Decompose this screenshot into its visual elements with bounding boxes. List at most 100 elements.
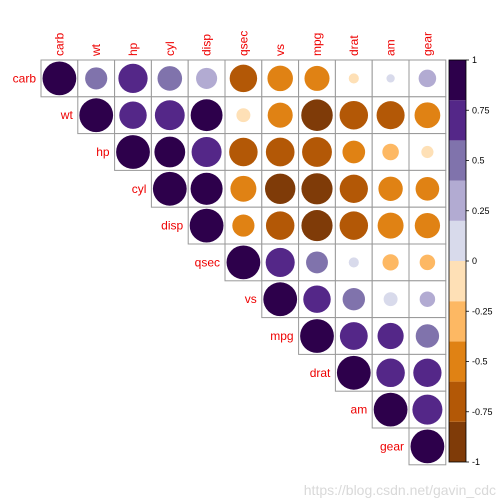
corr-circle-mpg-gear: [415, 324, 440, 348]
legend-tick-label: 0.75: [472, 105, 490, 115]
legend-tick-label: -0.75: [472, 407, 493, 417]
corr-circle-qsec-qsec: [226, 245, 261, 280]
col-label-cyl: cyl: [163, 41, 177, 56]
legend-tick-label: 1: [472, 55, 477, 65]
row-label-gear: gear: [380, 439, 404, 453]
corr-circle-hp-am: [382, 143, 399, 161]
corr-circle-carb-gear: [418, 69, 437, 88]
legend-bin: [449, 261, 466, 302]
row-label-vs: vs: [245, 292, 257, 306]
row-label-drat: drat: [310, 366, 331, 380]
corr-circle-hp-mpg: [302, 137, 332, 167]
corr-circle-qsec-vs: [265, 247, 295, 277]
corr-circle-drat-gear: [413, 358, 442, 387]
corr-circle-disp-vs: [265, 211, 295, 240]
corr-circle-disp-am: [377, 212, 404, 239]
corr-circle-qsec-am: [382, 254, 399, 271]
row-label-mpg: mpg: [270, 329, 293, 343]
row-label-hp: hp: [96, 145, 110, 159]
corr-circle-hp-disp: [191, 136, 222, 168]
corr-circle-hp-gear: [421, 145, 434, 159]
corr-circle-wt-vs: [267, 102, 293, 128]
legend-bin: [449, 421, 466, 462]
legend-bin: [449, 220, 466, 261]
corr-circle-cyl-am: [378, 176, 403, 201]
corr-circle-wt-wt: [79, 98, 114, 133]
corr-circle-cyl-gear: [415, 176, 440, 201]
col-label-qsec: qsec: [236, 31, 250, 56]
corr-circle-cyl-disp: [190, 172, 223, 205]
row-label-wt: wt: [60, 108, 74, 122]
legend-tick-label: 0.5: [472, 156, 485, 166]
legend-bin: [449, 60, 466, 101]
legend-tick-label: 0.25: [472, 206, 490, 216]
corr-circle-disp-qsec: [232, 214, 255, 237]
corr-circle-vs-mpg: [303, 285, 331, 313]
corr-circle-carb-disp: [196, 67, 218, 89]
corr-circle-wt-qsec: [236, 108, 251, 123]
corr-circle-qsec-gear: [419, 254, 436, 271]
legend-bin: [449, 381, 466, 422]
legend-tick-label: -0.5: [472, 357, 488, 367]
corr-circle-drat-drat: [336, 355, 371, 390]
corr-circle-am-am: [373, 392, 408, 427]
col-label-hp: hp: [126, 42, 140, 56]
row-label-am: am: [351, 403, 368, 417]
corr-circle-carb-carb: [42, 61, 77, 96]
corr-circle-gear-gear: [410, 429, 445, 464]
corr-circle-cyl-vs: [264, 173, 296, 205]
corr-circle-vs-drat: [342, 287, 366, 311]
corr-circle-wt-hp: [119, 101, 147, 129]
corr-circle-vs-vs: [263, 282, 298, 317]
col-label-carb: carb: [52, 32, 66, 56]
row-label-qsec: qsec: [195, 255, 220, 269]
corr-circle-hp-drat: [342, 140, 366, 164]
corr-circle-disp-disp: [189, 208, 224, 243]
corr-circle-carb-drat: [348, 73, 359, 84]
legend-tick-label: -1: [472, 457, 480, 467]
col-label-am: am: [384, 39, 398, 56]
corr-circle-hp-qsec: [229, 137, 258, 167]
corr-circle-cyl-qsec: [230, 175, 257, 202]
corr-circle-carb-wt: [85, 67, 108, 90]
corr-circle-disp-mpg: [301, 210, 333, 242]
column-labels: carb wt hp cyl disp qsec vs mpg drat am gear: [52, 31, 434, 57]
row-label-cyl: cyl: [132, 182, 147, 196]
corr-circle-cyl-mpg: [301, 173, 333, 205]
corr-circle-am-gear: [412, 394, 443, 425]
corr-circle-hp-hp: [116, 135, 150, 169]
corr-circle-disp-drat: [339, 211, 369, 240]
corr-circle-mpg-am: [377, 322, 404, 350]
corr-circle-mpg-mpg: [300, 319, 334, 353]
col-label-disp: disp: [200, 34, 214, 56]
cell-layer: [40, 59, 447, 466]
corr-circle-carb-cyl: [157, 66, 183, 91]
corr-circle-cyl-cyl: [152, 171, 187, 206]
legend-tick-label: -0.25: [472, 306, 493, 316]
legend-bin: [449, 100, 466, 141]
corr-circle-hp-cyl: [154, 136, 186, 168]
corr-circle-carb-am: [386, 74, 395, 83]
row-label-disp: disp: [161, 219, 183, 233]
corr-circle-hp-vs: [265, 137, 295, 167]
corr-circle-wt-gear: [414, 102, 441, 129]
corr-circle-carb-hp: [118, 63, 148, 94]
corr-circle-carb-vs: [267, 65, 293, 92]
legend-bin: [449, 140, 466, 181]
col-label-mpg: mpg: [310, 33, 324, 56]
corr-circle-carb-mpg: [304, 65, 330, 91]
corr-circle-wt-drat: [339, 100, 369, 130]
corr-circle-vs-gear: [419, 291, 436, 307]
corr-circle-carb-qsec: [229, 64, 258, 93]
color-legend: 1 0.75 0.5 0.25 0 -0.25 -0.5 -0.75 -1: [448, 55, 493, 467]
corr-circle-wt-cyl: [154, 100, 185, 131]
col-label-drat: drat: [347, 35, 361, 56]
corr-circle-wt-disp: [190, 99, 223, 132]
corr-circle-wt-mpg: [301, 99, 333, 131]
corr-circle-cyl-drat: [339, 174, 368, 203]
row-labels: carb wt hp cyl disp qsec vs mpg drat am gear: [13, 71, 404, 453]
corr-circle-mpg-drat: [339, 322, 368, 350]
corr-circle-wt-am: [376, 101, 405, 130]
corr-circle-qsec-drat: [348, 257, 359, 268]
